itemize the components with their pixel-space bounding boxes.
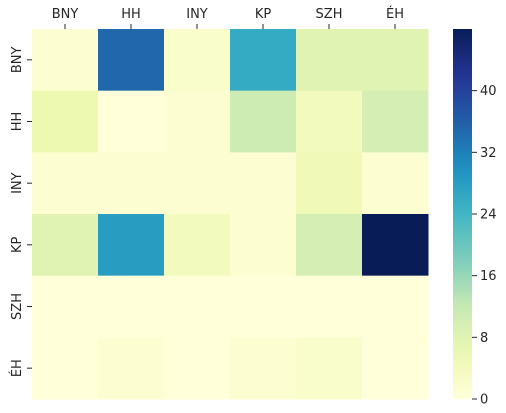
heatmap-cell-INY-ÉH bbox=[362, 152, 429, 215]
heatmap-cell-KP-INY bbox=[164, 214, 231, 277]
colorbar bbox=[453, 29, 472, 399]
heatmap-cell-INY-KP bbox=[230, 152, 297, 215]
heatmap-cell-SZH-BNY bbox=[32, 275, 99, 338]
colorbar-tick-label: 16 bbox=[480, 269, 497, 284]
colorbar-tick-label: 32 bbox=[480, 146, 497, 161]
colorbar-tick-label: 0 bbox=[480, 393, 488, 408]
colorbar-ticks: 0 8 16 24 32 40 bbox=[472, 84, 497, 408]
heatmap-cell-HH-SZH bbox=[296, 90, 363, 153]
y-tick-label: ÉH bbox=[9, 359, 25, 377]
heatmap-cell-INY-HH bbox=[98, 152, 165, 215]
heatmap-cell-KP-ÉH bbox=[362, 214, 429, 277]
heatmap-cell-INY-BNY bbox=[32, 152, 99, 215]
heatmap-cell-SZH-INY bbox=[164, 275, 231, 338]
heatmap-cell-KP-HH bbox=[98, 214, 165, 277]
heatmap-cell-BNY-KP bbox=[230, 29, 297, 92]
colorbar-tick-label: 24 bbox=[480, 208, 497, 223]
heatmap-cell-INY-INY bbox=[164, 152, 231, 215]
x-tick-label: SZH bbox=[316, 7, 343, 22]
heatmap-cell-BNY-BNY bbox=[32, 29, 99, 92]
heatmap-cell-HH-INY bbox=[164, 90, 231, 153]
heatmap-cell-KP-KP bbox=[230, 214, 297, 277]
y-tick-label: INY bbox=[10, 172, 25, 194]
y-tick-label: SZH bbox=[10, 293, 25, 320]
heatmap-cell-SZH-HH bbox=[98, 275, 165, 338]
x-tick-label: ÉH bbox=[386, 6, 404, 22]
heatmap-cell-BNY-SZH bbox=[296, 29, 363, 92]
y-axis-ticks: BNY HH INY KP SZH ÉH bbox=[9, 46, 32, 377]
x-tick-label: KP bbox=[255, 7, 272, 22]
heatmap-cell-ÉH-SZH bbox=[296, 337, 363, 400]
heatmap-cell-SZH-ÉH bbox=[362, 275, 429, 338]
heatmap-cell-ÉH-BNY bbox=[32, 337, 99, 400]
heatmap-cell-BNY-INY bbox=[164, 29, 231, 92]
y-tick-label: HH bbox=[10, 112, 25, 132]
x-tick-label: HH bbox=[121, 7, 141, 22]
heatmap-cell-SZH-SZH bbox=[296, 275, 363, 338]
heatmap-cells bbox=[32, 29, 429, 400]
heatmap-cell-SZH-KP bbox=[230, 275, 297, 338]
heatmap-cell-KP-SZH bbox=[296, 214, 363, 277]
heatmap-cell-HH-ÉH bbox=[362, 90, 429, 153]
heatmap-cell-ÉH-KP bbox=[230, 337, 297, 400]
heatmap-cell-ÉH-INY bbox=[164, 337, 231, 400]
heatmap-cell-BNY-ÉH bbox=[362, 29, 429, 92]
y-tick-label: KP bbox=[10, 236, 25, 253]
heatmap-cell-ÉH-ÉH bbox=[362, 337, 429, 400]
heatmap-cell-HH-BNY bbox=[32, 90, 99, 153]
heatmap-cell-INY-SZH bbox=[296, 152, 363, 215]
heatmap-cell-HH-KP bbox=[230, 90, 297, 153]
heatmap-cell-BNY-HH bbox=[98, 29, 165, 92]
heatmap-cell-HH-HH bbox=[98, 90, 165, 153]
y-tick-label: BNY bbox=[10, 46, 25, 73]
x-axis-ticks: BNY HH INY KP SZH ÉH bbox=[52, 6, 404, 29]
colorbar-tick-label: 40 bbox=[480, 84, 497, 99]
heatmap-cell-ÉH-HH bbox=[98, 337, 165, 400]
colorbar-tick-label: 8 bbox=[480, 331, 488, 346]
x-tick-label: BNY bbox=[52, 7, 79, 22]
x-tick-label: INY bbox=[186, 7, 208, 22]
heatmap-cell-KP-BNY bbox=[32, 214, 99, 277]
